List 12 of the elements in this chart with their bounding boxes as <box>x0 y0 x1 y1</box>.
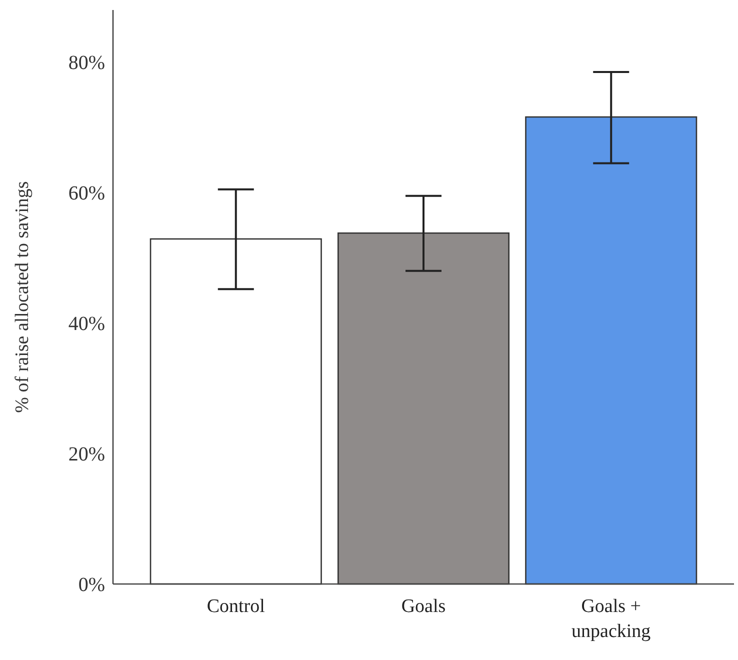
y-tick-label: 0% <box>78 574 105 596</box>
y-tick-label: 80% <box>68 52 105 74</box>
y-axis-title: % of raise allocated to savings <box>12 181 33 413</box>
x-tick-label: Goals + unpacking <box>572 596 652 642</box>
x-tick-label: Goals <box>401 596 446 617</box>
x-tick-label: Control <box>206 596 265 617</box>
y-tick-label: 20% <box>68 444 105 466</box>
bar <box>337 232 510 585</box>
y-tick-label: 60% <box>68 182 105 205</box>
y-tick-label: 40% <box>68 313 105 336</box>
bar <box>525 116 698 585</box>
bar <box>150 238 322 585</box>
